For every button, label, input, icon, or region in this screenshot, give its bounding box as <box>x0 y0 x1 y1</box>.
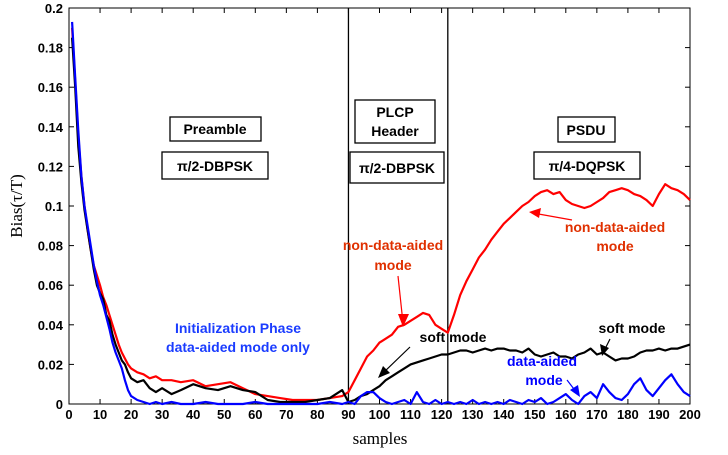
y-tick-label: 0.08 <box>38 239 63 254</box>
ndam-left-label-line1: non-data-aided <box>343 237 443 253</box>
preamble-mod-box <box>161 151 269 180</box>
plcp-label-line1: PLCP <box>376 104 413 120</box>
y-tick-label: 0 <box>56 397 63 412</box>
series-layer <box>71 21 691 406</box>
soft-mode-right-label: soft mode <box>599 320 666 336</box>
y-tick-label: 0.18 <box>38 41 63 56</box>
x-tick-label: 80 <box>310 407 324 422</box>
plot-frame <box>68 7 691 405</box>
ndam-left-arrowhead <box>398 314 409 327</box>
ndam-right-label-line2: mode <box>596 238 634 254</box>
x-tick-label: 50 <box>217 407 231 422</box>
plcp-mod-box <box>349 151 445 184</box>
preamble-label: Preamble <box>183 121 246 137</box>
y-tick-label: 0.16 <box>38 80 63 95</box>
init-phase-label-line1: Initialization Phase <box>175 320 301 336</box>
x-tick-label: 70 <box>279 407 293 422</box>
soft-mode-left-arrowhead <box>378 366 390 378</box>
psdu-mod-box <box>533 151 641 180</box>
ndam-right-label-line1: non-data-aided <box>565 219 665 235</box>
y-tick-label: 0.14 <box>38 120 64 135</box>
y-tick-label: 0.02 <box>38 357 63 372</box>
y-tick-label: 0.06 <box>38 278 63 293</box>
preamble-box <box>169 116 262 142</box>
ndam-right-arrowhead <box>529 208 541 218</box>
ticks-layer: 0 10 20 30 40 50 60 70 80 90 100 110 120 130 140 150 160… <box>38 1 701 422</box>
data-aided-label-line1: data-aided <box>507 353 577 369</box>
x-tick-label: 60 <box>248 407 262 422</box>
y-tick-label: 0.04 <box>38 318 64 333</box>
x-tick-label: 180 <box>617 407 639 422</box>
series-line-0 <box>71 27 691 402</box>
soft-mode-left-label: soft mode <box>420 329 487 345</box>
x-tick-label: 130 <box>462 407 484 422</box>
psdu-box <box>557 116 616 143</box>
init-phase-label-line2: data-aided mode only <box>166 339 310 355</box>
x-tick-label: 190 <box>648 407 670 422</box>
x-tick-label: 40 <box>186 407 200 422</box>
x-tick-label: 0 <box>65 407 72 422</box>
x-tick-label: 150 <box>524 407 546 422</box>
dividers-layer <box>347 8 449 404</box>
x-tick-label: 200 <box>679 407 701 422</box>
x-tick-label: 170 <box>586 407 608 422</box>
x-tick-label: 90 <box>341 407 355 422</box>
plcp-mod-label: π/2-DBPSK <box>359 160 435 176</box>
y-tick-label: 0.2 <box>45 1 63 16</box>
preamble-mod-label: π/2-DBPSK <box>177 158 253 174</box>
series-line-1 <box>71 37 691 404</box>
x-tick-label: 120 <box>431 407 453 422</box>
x-tick-label: 140 <box>493 407 515 422</box>
x-tick-label: 10 <box>93 407 107 422</box>
psdu-label: PSDU <box>567 122 606 138</box>
x-tick-label: 160 <box>555 407 577 422</box>
psdu-mod-label: π/4-DQPSK <box>549 158 626 174</box>
y-tick-label: 0.1 <box>45 199 63 214</box>
data-aided-label-line2: mode <box>525 372 563 388</box>
ndam-left-label-line2: mode <box>374 257 412 273</box>
y-tick-label: 0.12 <box>38 159 63 174</box>
plcp-label-line2: Header <box>371 123 419 139</box>
x-tick-label: 30 <box>155 407 169 422</box>
soft-mode-right-arrowhead <box>600 344 609 356</box>
x-tick-label: 110 <box>400 407 421 422</box>
x-axis-label: samples <box>353 429 408 448</box>
series-line-2 <box>71 21 691 406</box>
plcp-box <box>354 99 436 144</box>
data-aided-arrowhead <box>570 385 580 397</box>
x-tick-label: 20 <box>124 407 138 422</box>
x-tick-label: 100 <box>369 407 391 422</box>
y-axis-label: Bias(τ/T) <box>7 174 26 237</box>
